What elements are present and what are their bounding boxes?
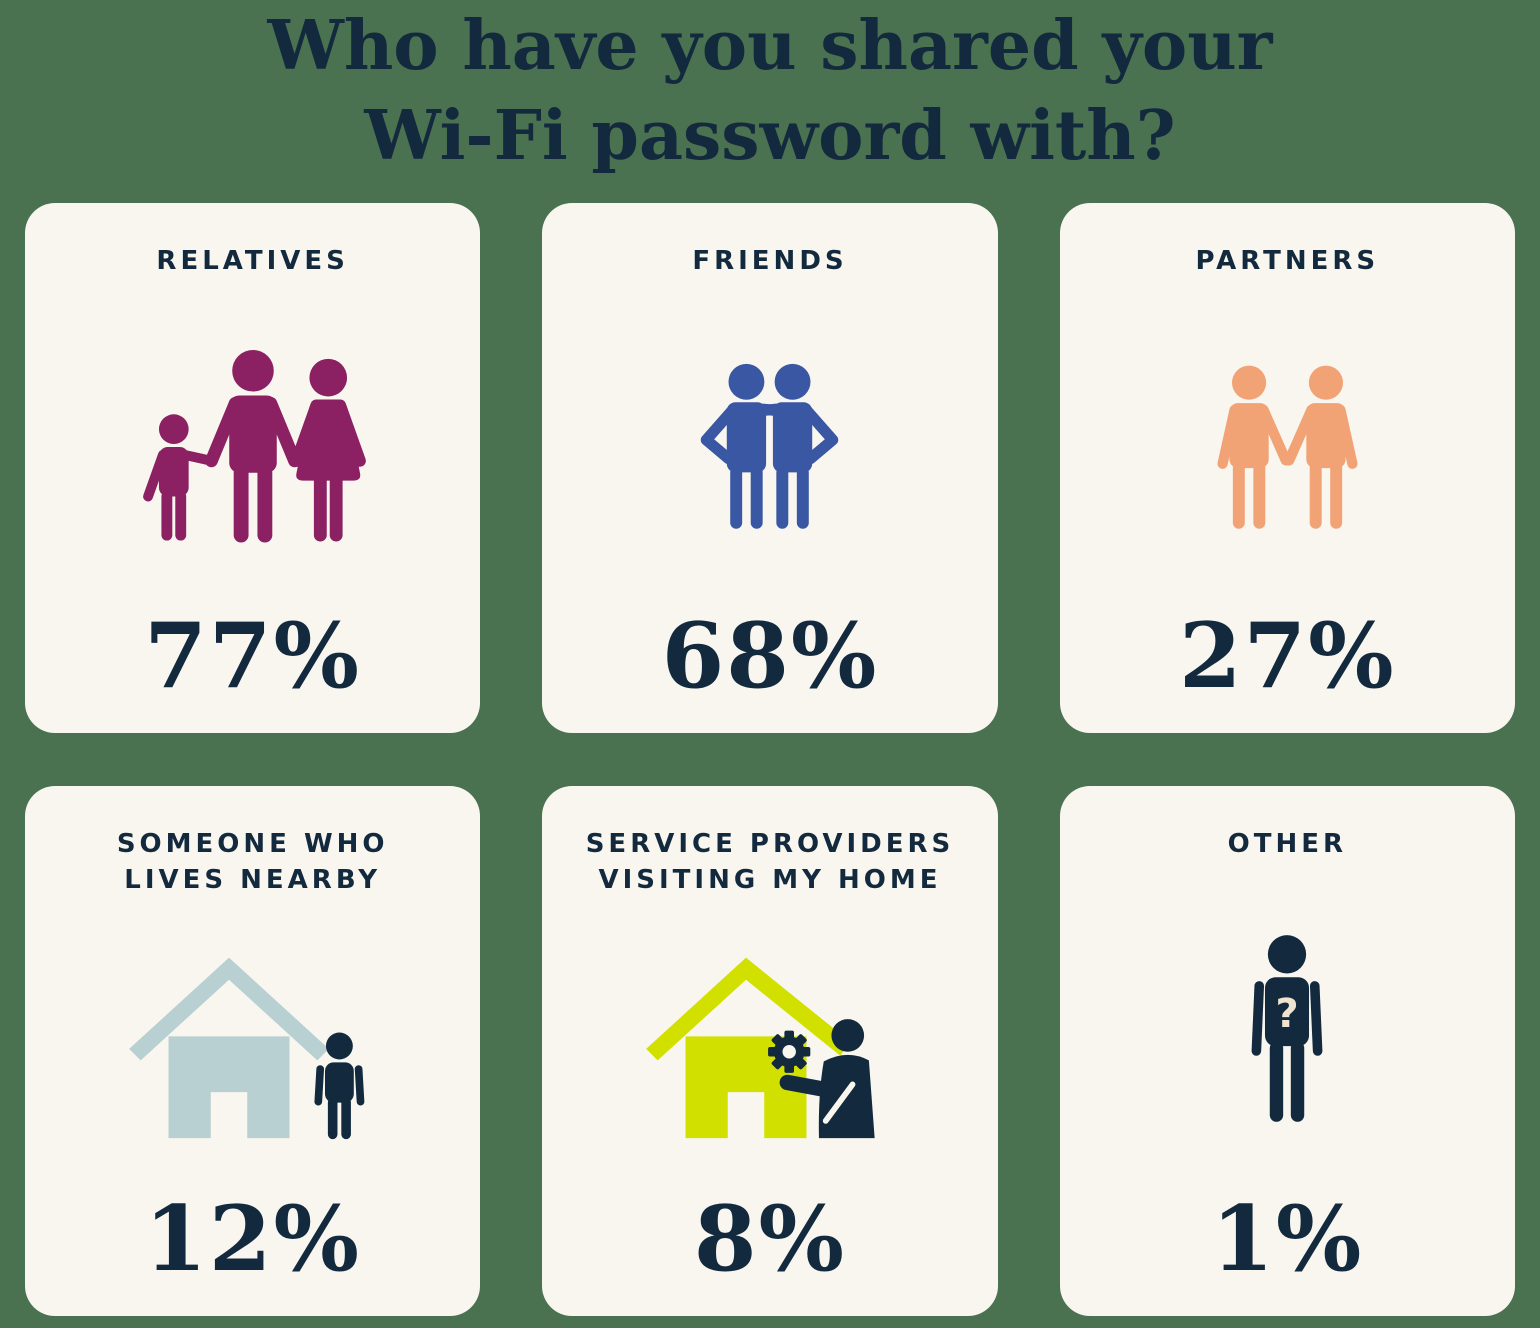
- card-other-percent: 1%: [1211, 1186, 1364, 1292]
- card-friends-percent: 68%: [661, 603, 879, 709]
- card-service-providers-label: SERVICE PROVIDERS VISITING MY HOME: [585, 829, 955, 896]
- service-provider-house-icon: [542, 899, 997, 1194]
- card-service-providers-percent: 8%: [693, 1186, 847, 1292]
- card-friends: FRIENDS: [542, 203, 998, 733]
- card-someone-nearby-label: SOMEONE WHO LIVES NEARBY: [116, 829, 389, 896]
- card-relatives-percent: 77%: [144, 603, 362, 709]
- card-partners-label: PARTNERS: [1195, 246, 1380, 276]
- question-mark-glyph: ?: [1276, 991, 1299, 1037]
- neighbor-house-icon: [25, 899, 480, 1194]
- card-partners: PARTNERS: [1059, 203, 1515, 733]
- card-someone-nearby: SOMEONE WHO LIVES NEARBY 12%: [25, 786, 481, 1316]
- partners-icon: [1060, 279, 1515, 611]
- card-friends-label: FRIENDS: [692, 246, 848, 276]
- card-other: OTHER ? 1%: [1059, 786, 1515, 1316]
- unknown-person-icon: ?: [1060, 862, 1515, 1194]
- card-other-label: OTHER: [1227, 829, 1348, 859]
- gear-icon: [768, 1031, 811, 1074]
- card-relatives: RELATIVES: [25, 203, 481, 733]
- card-service-providers: SERVICE PROVIDERS VISITING MY HOME: [542, 786, 998, 1316]
- friends-icon: [542, 279, 997, 611]
- card-someone-nearby-percent: 12%: [144, 1186, 362, 1292]
- card-partners-percent: 27%: [1178, 603, 1396, 709]
- family-icon: [25, 279, 480, 611]
- card-relatives-label: RELATIVES: [156, 246, 349, 276]
- page-title: Who have you shared your Wi-Fi password …: [267, 6, 1273, 176]
- stats-grid: RELATIVES: [25, 203, 1515, 1316]
